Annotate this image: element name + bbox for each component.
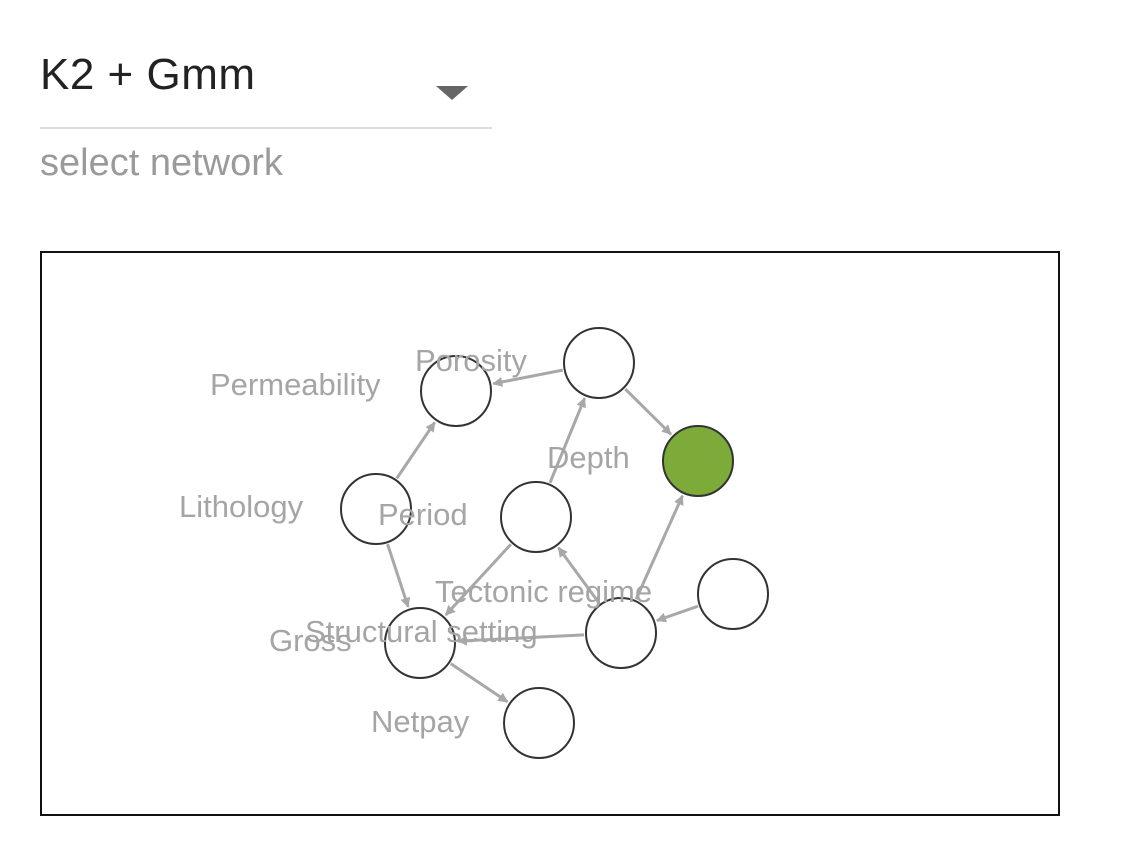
- node-period[interactable]: [500, 481, 572, 553]
- node-label-gross: Gross: [269, 623, 352, 658]
- node-lithology[interactable]: [340, 473, 412, 545]
- node-permeability[interactable]: [420, 355, 492, 427]
- node-tectonic-regime[interactable]: [697, 558, 769, 630]
- select-helper-text: select network: [40, 142, 283, 184]
- edge-lithology-to-gross: [386, 543, 411, 608]
- node-netpay[interactable]: [503, 687, 575, 759]
- edge-structural-setting-to-gross: [456, 633, 585, 646]
- node-label-structural-setting: Structural setting: [305, 614, 538, 649]
- dropdown-arrow-icon[interactable]: [436, 86, 468, 100]
- node-porosity[interactable]: [563, 327, 635, 399]
- select-underline: [40, 127, 492, 129]
- node-label-lithology: Lithology: [179, 489, 304, 524]
- node-label-porosity: Porosity: [415, 343, 527, 378]
- node-depth[interactable]: [662, 425, 734, 497]
- edge-gross-to-netpay: [449, 662, 509, 704]
- edge-lithology-to-permeability: [395, 421, 436, 480]
- network-select[interactable]: K2 + Gmm: [40, 40, 492, 130]
- node-gross[interactable]: [384, 607, 456, 679]
- edge-structural-setting-to-depth: [634, 494, 684, 600]
- node-structural-setting[interactable]: [585, 597, 657, 669]
- network-select-value[interactable]: K2 + Gmm: [40, 50, 256, 99]
- edge-structural-setting-to-period: [557, 546, 601, 605]
- edge-period-to-gross: [444, 543, 513, 617]
- edge-porosity-to-permeability: [492, 368, 563, 387]
- node-label-permeability: Permeability: [210, 367, 381, 402]
- network-graph-canvas: Porosity Permeability Depth Lithology Period…: [179, 327, 769, 759]
- node-label-depth: Depth: [547, 440, 630, 475]
- network-graph: Porosity Permeability Depth Lithology Period…: [40, 251, 1060, 816]
- edge-period-to-porosity: [548, 397, 587, 484]
- edge-porosity-to-depth: [624, 387, 673, 436]
- node-label-period: Period: [378, 497, 468, 532]
- node-label-tectonic-regime: Tectonic regime: [435, 574, 652, 609]
- edge-tectonic-regime-to-structural-setting: [655, 604, 699, 623]
- node-label-netpay: Netpay: [371, 704, 470, 739]
